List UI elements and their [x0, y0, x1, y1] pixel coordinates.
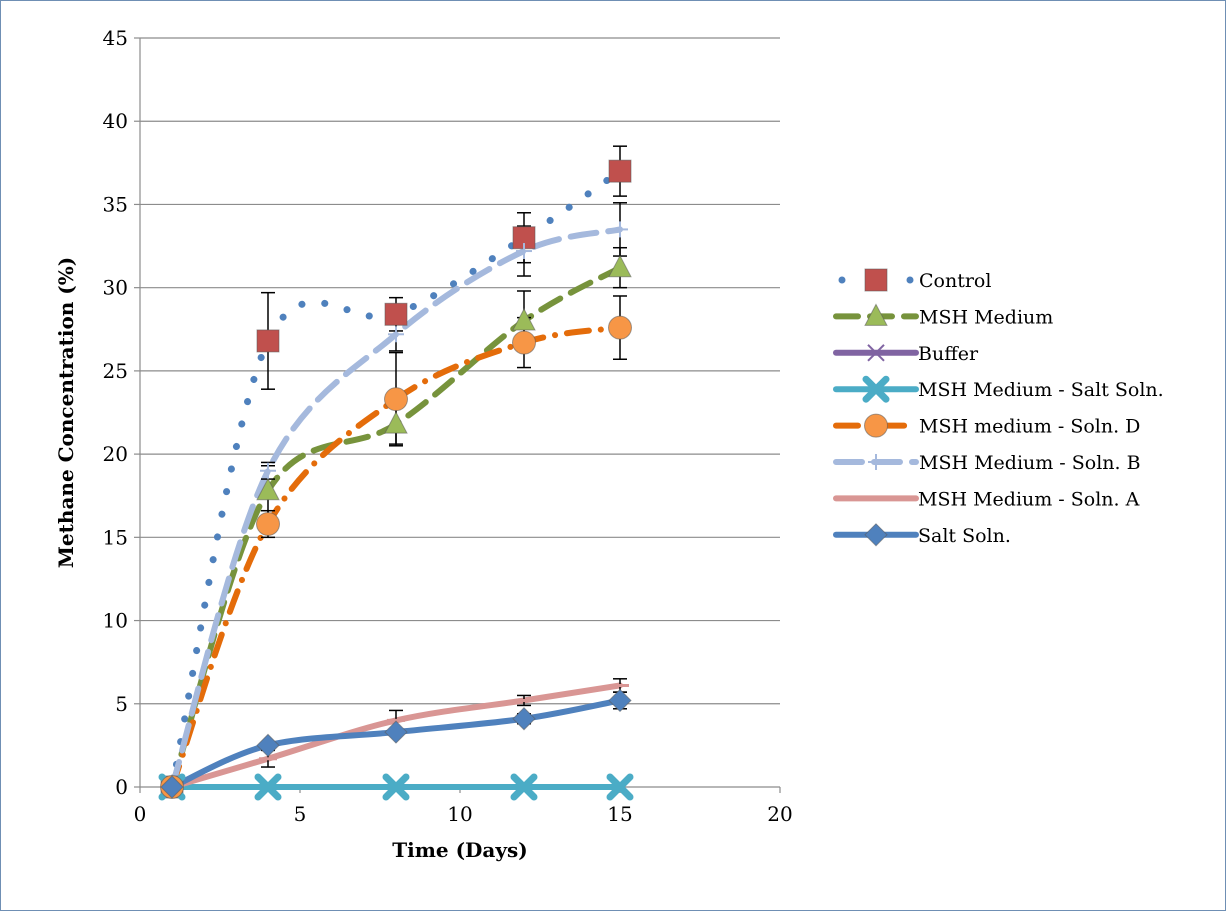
legend-label: MSH Medium - Salt Soln. [918, 379, 1164, 401]
data-point [606, 773, 634, 801]
ytick-label: 5 [115, 692, 128, 716]
ytick-label: 25 [103, 359, 128, 383]
legend: Control MSH Medium Buffer MSH Medium - Salt… [833, 268, 1164, 547]
xtick-label: 10 [447, 802, 472, 826]
ytick-label: 35 [103, 192, 128, 216]
data-point [254, 773, 282, 801]
data-point [160, 775, 184, 799]
data-point [608, 315, 632, 340]
data-point [516, 243, 532, 260]
data-point [512, 330, 536, 355]
axes [134, 37, 781, 793]
ytick-label: 15 [103, 525, 128, 549]
ytick-label: 45 [103, 26, 128, 50]
legend-label: Buffer [918, 343, 979, 365]
legend-marker [868, 454, 884, 470]
ytick-label: 0 [115, 775, 128, 799]
xtick-label: 15 [607, 802, 632, 826]
legend-marker [867, 344, 885, 362]
data-point [608, 254, 632, 278]
legend-item: MSH medium - Soln. D [833, 413, 1140, 438]
data-point [510, 773, 538, 801]
data-point [256, 329, 280, 353]
xtick-label: 20 [767, 802, 792, 826]
tick-labels: 0 5 10 15 20 25 30 35 40 45 0 5 10 15 20 [103, 26, 793, 826]
data-point [512, 307, 536, 331]
data-point [256, 477, 280, 501]
legend-label: Control [919, 270, 991, 292]
legend-item: MSH Medium - Salt Soln. [833, 375, 1164, 403]
legend-label: MSH Medium - Soln. B [919, 452, 1141, 474]
data-point [256, 512, 280, 537]
legend-marker [864, 523, 888, 547]
data-point [512, 707, 536, 731]
data-point [256, 733, 280, 758]
data-point [612, 221, 628, 238]
series-line-5 [169, 226, 623, 790]
data-point [384, 720, 408, 744]
legend-item: Control [838, 268, 991, 292]
legend-label: MSH medium - Soln. D [919, 416, 1140, 438]
x-axis-title: Time (Days) [392, 838, 527, 862]
xtick-label: 5 [294, 802, 307, 826]
data-point [384, 387, 408, 412]
legend-label: MSH Medium [919, 306, 1053, 328]
legend-marker [864, 268, 888, 292]
ytick-label: 30 [103, 276, 128, 300]
legend-marker [862, 375, 890, 403]
legend-item: MSH Medium - Soln. B [833, 452, 1141, 474]
xtick-label: 0 [134, 802, 147, 826]
legend-item: Buffer [833, 343, 979, 365]
data-point [382, 773, 410, 801]
legend-item: Salt Soln. [833, 523, 1011, 547]
data-point [388, 326, 404, 343]
data-point [608, 159, 632, 183]
legend-label: MSH Medium - Soln. A [918, 488, 1140, 510]
legend-swatch [906, 276, 914, 284]
ytick-label: 40 [103, 109, 128, 133]
y-axis-title: Methane Concentration (%) [54, 257, 78, 568]
markers [158, 159, 634, 801]
legend-marker [864, 413, 888, 438]
series-line-1 [169, 264, 623, 790]
ytick-label: 20 [103, 442, 128, 466]
ytick-label: 10 [103, 609, 128, 633]
legend-swatch [838, 276, 846, 284]
data-point [384, 411, 408, 434]
legend-item: MSH Medium - Soln. A [833, 488, 1140, 510]
legend-label: Salt Soln. [918, 525, 1011, 547]
data-point [260, 462, 276, 479]
data-point [384, 302, 408, 326]
legend-marker [864, 303, 888, 326]
legend-item: MSH Medium [833, 303, 1053, 328]
series-group [168, 167, 624, 791]
data-point [608, 688, 632, 713]
